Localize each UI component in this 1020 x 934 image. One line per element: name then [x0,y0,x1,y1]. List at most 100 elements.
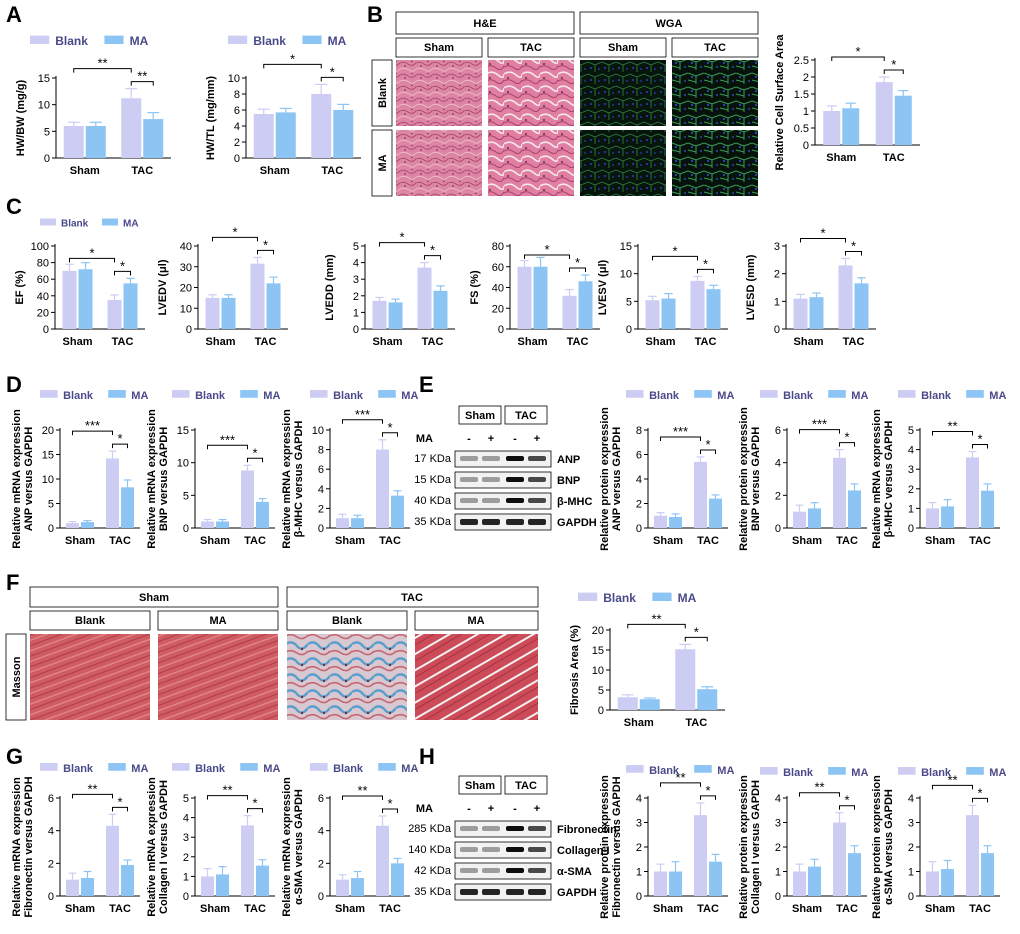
blot-lane-sign: + [534,433,540,445]
legend-label-ma: MA [851,390,868,402]
significance-label: *** [673,424,688,439]
y-tick-label: 1 [908,503,914,515]
legend-swatch-blank [40,218,56,226]
bar-ma-sham [661,298,676,329]
legend-label-blank: Blank [783,767,814,779]
significance-label: *** [355,407,370,422]
x-tick-label: Sham [925,535,955,547]
row-label-ma: MA [377,154,389,171]
blot-header-tac: TAC [515,410,537,422]
subheader-tac-blank: Blank [332,615,363,627]
legend-swatch-blank [760,767,778,775]
legend-swatch-blank [626,765,644,773]
he-image-blank-sham [396,60,482,126]
significance-label: * [232,224,237,239]
bar-ma-tac [981,490,994,528]
blot-band [506,868,524,873]
blot-kda-label: 40 KDa [414,495,452,507]
wga-image-ma-tac [672,130,758,196]
bar-ma-sham [388,302,403,329]
x-tick-label: Sham [646,336,676,348]
blot-band [482,519,500,525]
blot-band [528,847,546,852]
y-tick-label: 6 [234,105,240,117]
y-tick-label: 1 [908,867,914,879]
blot-header-sham: Sham [465,780,495,792]
masson-image-tac-blank [287,634,407,720]
y-tick-label: 0 [353,324,359,336]
y-tick-label: 0 [775,891,781,903]
legend-label-blank: Blank [63,390,94,402]
he-image-ma-tac [488,130,574,196]
significance-bracket [72,793,113,799]
chart-e2: Blank MA 0 2 4 6 Relative protein expression BN… [738,390,868,551]
bar-blank-sham [66,879,79,896]
legend-swatch-ma [240,390,258,398]
y-tick-label: 10 [42,474,54,486]
significance-bracket [247,808,263,813]
header-box-wga [579,11,759,35]
legend-label-blank: Blank [63,763,94,775]
western-blots: Sham TAC MA - + - +17 KDa ANP 15 KDa BNP 40 KDa β-M… [408,405,617,901]
x-tick-label: TAC [836,535,858,547]
bar-ma-sham [85,126,106,158]
subheader-box [157,610,279,631]
panel-label-a: A [6,2,22,27]
y-tick-label: 4 [318,826,324,838]
significance-label: * [117,431,122,446]
blot-ma-label: MA [416,803,433,815]
y-axis-label: Relative protein expression [738,407,750,551]
chart-c4: 0 20 40 60 80 FS (%) Sham TAC * * [469,241,600,348]
blot-band [460,826,478,831]
y-tick-label: 40 [492,283,504,295]
x-tick-label: Sham [653,535,683,547]
y-tick-label: 2 [183,852,189,864]
y-axis-label: LVEDV (μl) [157,259,169,315]
significance-bracket [382,808,398,813]
significance-bracket [700,795,716,800]
bar-blank-sham [336,518,349,528]
y-tick-label: 5 [626,296,632,308]
significance-bracket [320,76,344,82]
masson-image-tac-ma [415,634,538,720]
x-tick-label: Sham [792,535,822,547]
chart-c2: 0 10 20 30 40 LVEDV (μl) Sham TAC * * [157,224,288,348]
significance-bracket [257,249,274,255]
bar-blank-tac [690,280,705,329]
significance-bracket [379,242,425,247]
wga-image-blank-tac [672,60,758,126]
y-tick-label: 0 [318,891,324,903]
legend-label-blank: Blank [783,390,814,402]
significance-label: *** [85,418,100,433]
y-axis-label: Relative mRNA expression [281,409,293,549]
bar-ma-sham [533,266,548,329]
bar-blank-tac [311,94,332,158]
significance-bracket [247,457,263,463]
x-tick-label: TAC [697,535,719,547]
y-axis-label: Relative protein expression [599,775,611,919]
y-axis-label: Fibrosis Area (%) [569,625,581,715]
y-tick-label: 2 [48,858,54,870]
x-tick-label: Sham [826,152,856,164]
significance-bracket [684,636,708,642]
chart-a2: Blank MA 0 2 4 6 8 10 HW/TL (mg/mm) Sham TAC * * [205,34,361,177]
legend-swatch-ma [828,767,846,775]
legend-swatch-blank [40,390,58,398]
y-tick-label: 2 [636,499,642,511]
bar-ma-tac [709,498,722,528]
significance-label: * [855,44,860,59]
legend-label-blank: Blank [603,591,636,605]
blot-lane-sign: + [488,803,494,815]
bar-blank-tac [107,299,122,329]
panel-label-h: H [419,744,435,769]
legend-swatch-ma [108,763,126,771]
legend-label-blank: Blank [333,763,364,775]
y-axis-label: Relative protein expression [871,775,883,919]
bar-ma-tac [848,853,861,896]
bar-ma-sham [221,297,236,329]
significance-bracket [697,268,714,274]
y-tick-label: 6 [318,793,324,805]
chart-c1: Blank MA 0 20 40 60 80 100 EF (%) Sham TAC * * [14,218,145,348]
bar-ma-sham [842,108,860,145]
bar-blank-tac [376,825,389,896]
